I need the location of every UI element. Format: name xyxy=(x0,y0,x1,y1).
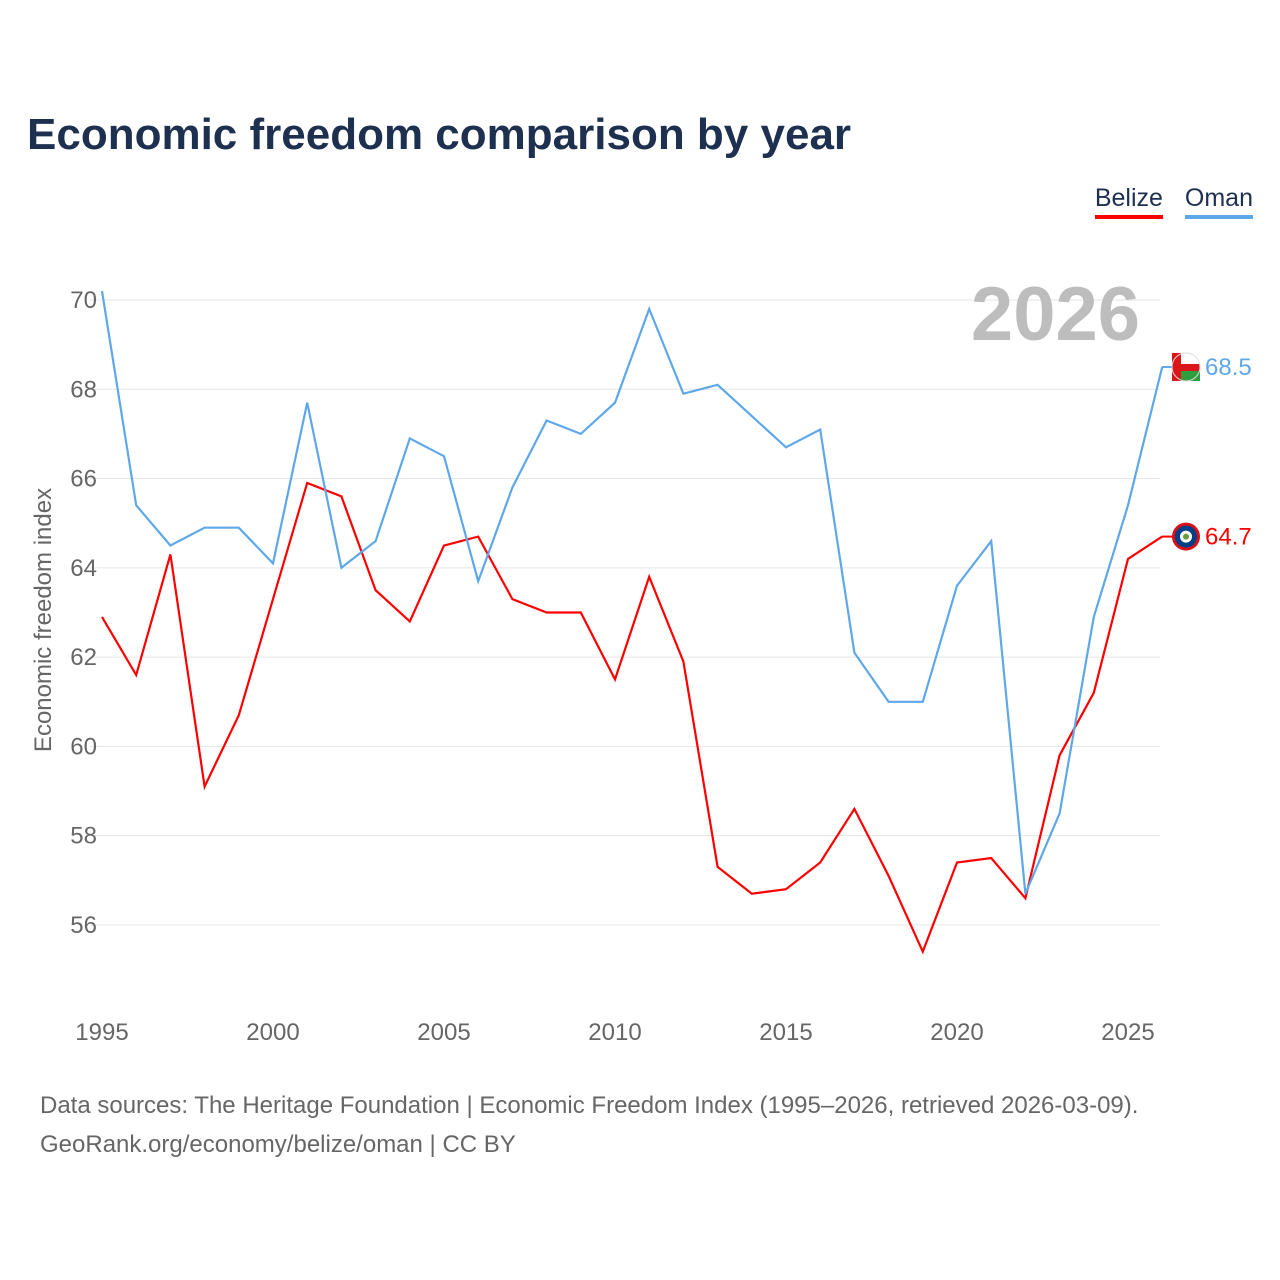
legend-belize[interactable]: Belize xyxy=(1094,184,1163,219)
data-point-oman[interactable] xyxy=(954,583,960,589)
x-tick-label: 2020 xyxy=(930,1019,983,1046)
y-tick-label: 70 xyxy=(70,287,97,314)
x-tick-label: 1995 xyxy=(75,1019,128,1046)
data-point-oman[interactable] xyxy=(920,699,926,705)
y-tick-label: 62 xyxy=(70,644,97,671)
data-point-belize[interactable] xyxy=(715,864,721,870)
x-tick-label: 2005 xyxy=(417,1019,470,1046)
data-point-oman[interactable] xyxy=(475,578,481,584)
end-value-label: 68.5 xyxy=(1205,354,1252,381)
data-point-oman[interactable] xyxy=(167,543,173,549)
data-point-oman[interactable] xyxy=(99,288,105,294)
legend: Belize Oman xyxy=(1094,184,1253,219)
footer-link[interactable]: GeoRank.org/economy/belize/oman | CC BY xyxy=(40,1131,516,1158)
data-point-oman[interactable] xyxy=(133,502,139,508)
y-tick-label: 60 xyxy=(70,733,97,760)
data-point-oman[interactable] xyxy=(441,453,447,459)
data-point-belize[interactable] xyxy=(338,493,344,499)
data-point-oman[interactable] xyxy=(1125,502,1131,508)
data-point-oman[interactable] xyxy=(851,650,857,656)
data-point-belize[interactable] xyxy=(954,859,960,865)
data-point-belize[interactable] xyxy=(1057,752,1063,758)
data-point-oman[interactable] xyxy=(817,426,823,432)
data-point-belize[interactable] xyxy=(509,596,515,602)
data-point-belize[interactable] xyxy=(749,891,755,897)
data-point-belize[interactable] xyxy=(236,712,242,718)
data-point-oman[interactable] xyxy=(407,435,413,441)
data-point-oman[interactable] xyxy=(304,400,310,406)
legend-oman[interactable]: Oman xyxy=(1184,184,1253,219)
data-point-oman[interactable] xyxy=(578,431,584,437)
data-point-belize[interactable] xyxy=(202,784,208,790)
data-point-oman[interactable] xyxy=(783,444,789,450)
data-point-belize[interactable] xyxy=(783,886,789,892)
y-tick-label: 58 xyxy=(70,823,97,850)
data-point-oman[interactable] xyxy=(202,525,208,531)
data-point-belize[interactable] xyxy=(646,574,652,580)
data-point-belize[interactable] xyxy=(373,587,379,593)
data-point-oman[interactable] xyxy=(1091,614,1097,620)
data-point-oman[interactable] xyxy=(1022,891,1028,897)
flag-belize-icon xyxy=(1172,522,1200,551)
data-point-oman[interactable] xyxy=(1057,810,1063,816)
y-tick-label: 68 xyxy=(70,376,97,403)
y-tick-label: 56 xyxy=(70,912,97,939)
data-point-belize[interactable] xyxy=(133,672,139,678)
series-line-oman[interactable] xyxy=(100,290,1164,895)
chart-title: Economic freedom comparison by year xyxy=(27,110,852,159)
data-point-belize[interactable] xyxy=(270,596,276,602)
data-point-belize[interactable] xyxy=(441,543,447,549)
data-point-oman[interactable] xyxy=(270,560,276,566)
y-tick-label: 66 xyxy=(70,466,97,493)
data-point-oman[interactable] xyxy=(749,413,755,419)
end-value-label: 64.7 xyxy=(1205,524,1252,551)
flag-oman-icon xyxy=(1171,352,1201,382)
data-point-belize[interactable] xyxy=(544,609,550,615)
data-point-oman[interactable] xyxy=(988,538,994,544)
x-tick-label: 2015 xyxy=(759,1019,812,1046)
y-tick-label: 64 xyxy=(70,555,97,582)
x-tick-label: 2000 xyxy=(246,1019,299,1046)
data-point-belize[interactable] xyxy=(99,614,105,620)
data-point-oman[interactable] xyxy=(680,391,686,397)
data-point-oman[interactable] xyxy=(612,400,618,406)
data-point-belize[interactable] xyxy=(304,480,310,486)
x-tick-label: 2025 xyxy=(1101,1019,1154,1046)
year-watermark: 2026 xyxy=(971,272,1140,357)
data-point-belize[interactable] xyxy=(886,873,892,879)
data-point-oman[interactable] xyxy=(715,382,721,388)
data-point-belize[interactable] xyxy=(612,676,618,682)
data-point-oman[interactable] xyxy=(886,699,892,705)
data-point-oman[interactable] xyxy=(373,538,379,544)
data-point-belize[interactable] xyxy=(1125,556,1131,562)
data-point-belize[interactable] xyxy=(988,855,994,861)
x-tick-label: 2010 xyxy=(588,1019,641,1046)
data-point-oman[interactable] xyxy=(646,306,652,312)
data-point-oman[interactable] xyxy=(236,525,242,531)
data-point-belize[interactable] xyxy=(851,806,857,812)
data-point-belize[interactable] xyxy=(578,609,584,615)
series-line-belize[interactable] xyxy=(101,481,1163,955)
data-point-belize[interactable] xyxy=(1091,690,1097,696)
footer-sources: Data sources: The Heritage Foundation | … xyxy=(40,1092,1139,1119)
y-axis-label: Economic freedom index xyxy=(30,488,57,752)
data-point-belize[interactable] xyxy=(407,618,413,624)
data-point-belize[interactable] xyxy=(475,534,481,540)
data-point-belize[interactable] xyxy=(817,859,823,865)
data-point-oman[interactable] xyxy=(509,484,515,490)
data-point-oman[interactable] xyxy=(544,418,550,424)
data-point-oman[interactable] xyxy=(338,565,344,571)
data-point-belize[interactable] xyxy=(680,659,686,665)
footer: Data sources: The Heritage Foundation | … xyxy=(40,1086,1138,1164)
data-point-belize[interactable] xyxy=(167,551,173,557)
data-point-belize[interactable] xyxy=(920,949,926,955)
